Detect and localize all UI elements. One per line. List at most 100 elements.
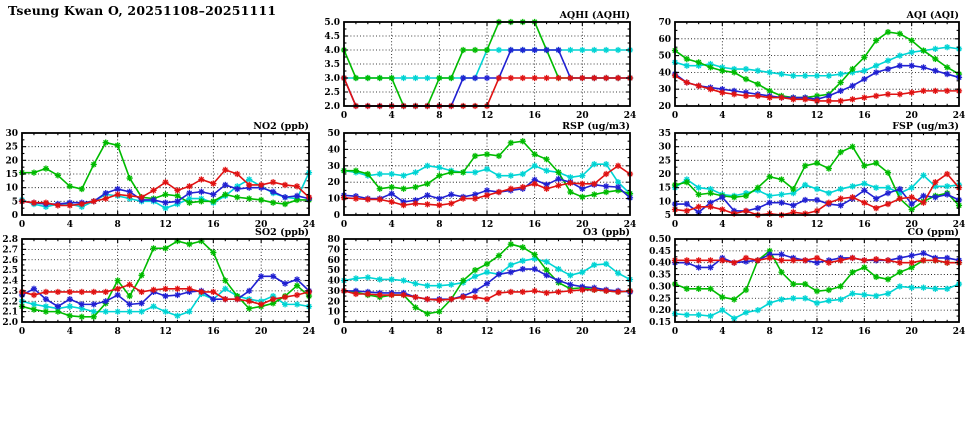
svg-text:8: 8 bbox=[767, 327, 773, 337]
svg-text:24: 24 bbox=[624, 327, 637, 337]
no2-y-tick-labels: 0 5 10 15 20 25 30 bbox=[5, 129, 18, 221]
o3-plot-frame bbox=[343, 238, 631, 323]
svg-text:0.15: 0.15 bbox=[649, 318, 671, 328]
page-title: Tseung Kwan O, 20251108–20251111 bbox=[8, 3, 277, 18]
chart-fsp: 5 10 15 20 25 30 35 0 4 8 12 16 20 24 FSP (ug/m3) bbox=[635, 119, 975, 233]
o3-title: O3 (ppb) bbox=[583, 227, 630, 238]
chart-no2: 0 5 10 15 20 25 30 0 4 8 12 16 20 24 NO2 (ppb) bbox=[0, 119, 325, 233]
svg-text:12: 12 bbox=[481, 220, 494, 230]
svg-text:20: 20 bbox=[327, 297, 340, 307]
svg-text:10: 10 bbox=[327, 195, 340, 205]
svg-text:0: 0 bbox=[12, 211, 18, 221]
svg-text:12: 12 bbox=[481, 327, 494, 337]
svg-text:8: 8 bbox=[436, 111, 442, 121]
o3-series-red bbox=[340, 286, 634, 304]
svg-text:70: 70 bbox=[327, 245, 340, 255]
chart-co: 0.15 0.20 0.25 0.30 0.35 0.40 0.45 0.50 0 4 8 12 16 2… bbox=[635, 225, 975, 340]
so2-x-tick-labels: 0 4 8 12 16 20 24 bbox=[19, 327, 315, 337]
no2-ticks bbox=[21, 132, 310, 216]
svg-text:0: 0 bbox=[672, 327, 678, 337]
svg-text:16: 16 bbox=[207, 327, 220, 337]
svg-text:2.5: 2.5 bbox=[324, 88, 340, 98]
fsp-canvas: 5 10 15 20 25 30 35 0 4 8 12 16 20 24 FSP (ug/m3) bbox=[658, 121, 965, 230]
svg-text:12: 12 bbox=[159, 327, 172, 337]
rsp-y-tick-labels: 0 10 20 30 40 50 bbox=[327, 129, 340, 221]
svg-text:0: 0 bbox=[19, 327, 25, 337]
svg-text:50: 50 bbox=[327, 266, 340, 276]
svg-text:3.5: 3.5 bbox=[324, 60, 340, 70]
aqi-ticks bbox=[674, 21, 960, 107]
svg-text:4.5: 4.5 bbox=[324, 32, 340, 42]
svg-text:20: 20 bbox=[255, 327, 268, 337]
svg-text:70: 70 bbox=[658, 18, 671, 28]
svg-text:20: 20 bbox=[327, 178, 340, 188]
svg-text:2.8: 2.8 bbox=[2, 235, 18, 245]
svg-text:0.30: 0.30 bbox=[649, 282, 671, 292]
svg-text:4: 4 bbox=[389, 327, 395, 337]
co-cyan-markers bbox=[671, 280, 963, 322]
svg-text:16: 16 bbox=[528, 220, 541, 230]
aqhi-grid bbox=[344, 22, 630, 106]
svg-text:4: 4 bbox=[389, 111, 395, 121]
aqhi-x-tick-labels: 0 4 8 12 16 20 24 bbox=[341, 111, 636, 121]
rsp-ticks bbox=[343, 132, 631, 216]
svg-text:2.4: 2.4 bbox=[2, 277, 18, 287]
svg-text:2.5: 2.5 bbox=[2, 266, 18, 276]
svg-text:20: 20 bbox=[576, 111, 589, 121]
svg-text:16: 16 bbox=[858, 111, 871, 121]
svg-text:0: 0 bbox=[341, 111, 347, 121]
svg-text:24: 24 bbox=[303, 327, 316, 337]
svg-text:24: 24 bbox=[624, 220, 637, 230]
o3-grid bbox=[344, 239, 630, 322]
svg-text:24: 24 bbox=[953, 220, 966, 230]
svg-text:15: 15 bbox=[658, 184, 671, 194]
so2-y-tick-labels: 2.02.12.22.32.42.52.62.72.8 bbox=[2, 235, 18, 328]
svg-text:2.2: 2.2 bbox=[2, 297, 18, 307]
svg-text:4.0: 4.0 bbox=[324, 46, 340, 56]
aqi-y-tick-labels: 20 30 40 50 60 70 bbox=[658, 18, 671, 112]
rsp-series-red bbox=[340, 162, 634, 209]
svg-text:12: 12 bbox=[811, 327, 824, 337]
fsp-title: FSP (ug/m3) bbox=[892, 121, 959, 132]
svg-text:25: 25 bbox=[5, 143, 18, 153]
svg-text:15: 15 bbox=[5, 170, 18, 180]
so2-plot-frame bbox=[21, 238, 310, 323]
rsp-grid bbox=[344, 133, 630, 215]
svg-text:60: 60 bbox=[658, 35, 671, 45]
chart-rsp: 0 10 20 30 40 50 0 4 8 12 16 20 24 RSP (ug/m3) bbox=[304, 119, 646, 233]
svg-text:0.25: 0.25 bbox=[649, 294, 671, 304]
so2-series-red bbox=[18, 281, 313, 308]
svg-text:30: 30 bbox=[327, 162, 340, 172]
fsp-x-tick-labels: 0 4 8 12 16 20 24 bbox=[672, 220, 965, 230]
svg-text:16: 16 bbox=[528, 327, 541, 337]
svg-text:4: 4 bbox=[719, 220, 725, 230]
svg-text:16: 16 bbox=[858, 220, 871, 230]
svg-text:12: 12 bbox=[159, 220, 172, 230]
co-title: CO (ppm) bbox=[908, 227, 959, 238]
svg-text:24: 24 bbox=[953, 111, 966, 121]
svg-text:40: 40 bbox=[327, 145, 340, 155]
svg-text:16: 16 bbox=[207, 220, 220, 230]
svg-text:30: 30 bbox=[658, 143, 671, 153]
svg-text:2.0: 2.0 bbox=[2, 318, 18, 328]
svg-text:20: 20 bbox=[905, 220, 918, 230]
so2-red-markers bbox=[18, 281, 313, 308]
svg-text:0.20: 0.20 bbox=[649, 306, 671, 316]
svg-text:20: 20 bbox=[905, 111, 918, 121]
fsp-plot-frame bbox=[674, 132, 960, 216]
svg-text:0: 0 bbox=[341, 220, 347, 230]
aqhi-canvas: 2.0 2.5 3.0 3.5 4.0 4.5 5.0 0 4 8 12 16 20 24 AQHI (AQ… bbox=[324, 10, 636, 121]
aqi-title: AQI (AQI) bbox=[906, 10, 959, 21]
svg-text:2.1: 2.1 bbox=[2, 308, 18, 318]
rsp-canvas: 0 10 20 30 40 50 0 4 8 12 16 20 24 RSP (ug/m3) bbox=[327, 121, 637, 230]
so2-canvas: 2.02.12.22.32.42.52.62.72.80 4 8 12 16 20 24SO… bbox=[2, 227, 315, 337]
svg-text:10: 10 bbox=[5, 184, 18, 194]
no2-plot-frame bbox=[21, 132, 310, 216]
svg-text:0: 0 bbox=[19, 220, 25, 230]
svg-text:8: 8 bbox=[767, 220, 773, 230]
svg-text:8: 8 bbox=[436, 220, 442, 230]
so2-title: SO2 (ppb) bbox=[255, 227, 309, 238]
svg-text:30: 30 bbox=[658, 85, 671, 95]
svg-text:35: 35 bbox=[658, 129, 671, 139]
rsp-title: RSP (ug/m3) bbox=[562, 121, 630, 132]
